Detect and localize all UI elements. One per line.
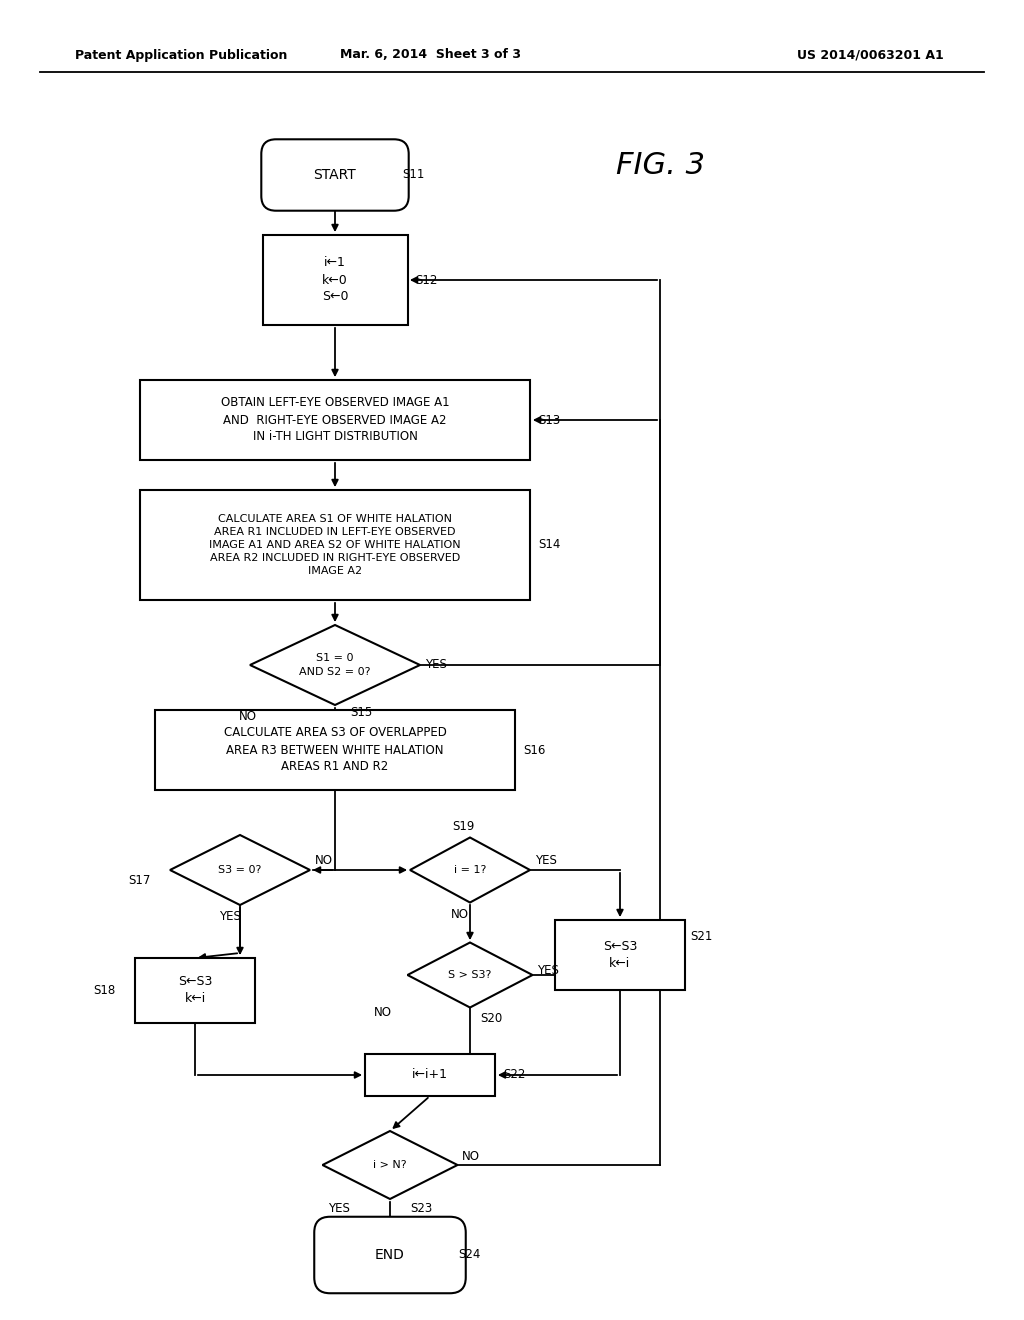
Text: i←1
k←0
S←0: i←1 k←0 S←0 (322, 256, 348, 304)
Text: US 2014/0063201 A1: US 2014/0063201 A1 (797, 49, 943, 62)
Text: S18: S18 (93, 983, 116, 997)
Bar (555, 920, 685, 990)
Text: END: END (375, 1247, 404, 1262)
Text: S22: S22 (503, 1068, 525, 1081)
Polygon shape (323, 1131, 458, 1199)
Text: NO: NO (315, 854, 333, 866)
Bar (140, 490, 530, 601)
Text: S23: S23 (410, 1203, 432, 1216)
FancyBboxPatch shape (314, 1217, 466, 1294)
Polygon shape (410, 837, 530, 903)
Bar (155, 710, 515, 789)
Text: CALCULATE AREA S1 OF WHITE HALATION
AREA R1 INCLUDED IN LEFT-EYE OBSERVED
IMAGE : CALCULATE AREA S1 OF WHITE HALATION AREA… (209, 513, 461, 577)
Text: YES: YES (328, 1203, 350, 1216)
Text: NO: NO (462, 1151, 480, 1163)
Text: CALCULATE AREA S3 OF OVERLAPPED
AREA R3 BETWEEN WHITE HALATION
AREAS R1 AND R2: CALCULATE AREA S3 OF OVERLAPPED AREA R3 … (223, 726, 446, 774)
Text: S3 = 0?: S3 = 0? (218, 865, 262, 875)
Polygon shape (408, 942, 532, 1007)
Text: YES: YES (219, 911, 241, 924)
Text: S←S3
k←i: S←S3 k←i (603, 940, 637, 970)
Polygon shape (250, 624, 420, 705)
Text: S21: S21 (690, 931, 713, 944)
Text: NO: NO (374, 1006, 392, 1019)
Text: NO: NO (239, 710, 257, 723)
Text: S19: S19 (452, 820, 474, 833)
Text: S16: S16 (523, 743, 546, 756)
Text: YES: YES (535, 854, 557, 866)
Text: S1 = 0
AND S2 = 0?: S1 = 0 AND S2 = 0? (299, 653, 371, 677)
Bar (135, 957, 255, 1023)
Text: S12: S12 (415, 273, 437, 286)
Text: S13: S13 (538, 413, 560, 426)
Text: START: START (313, 168, 356, 182)
Text: OBTAIN LEFT-EYE OBSERVED IMAGE A1
AND  RIGHT-EYE OBSERVED IMAGE A2
IN i-TH LIGHT: OBTAIN LEFT-EYE OBSERVED IMAGE A1 AND RI… (221, 396, 450, 444)
Polygon shape (170, 836, 310, 906)
Text: YES: YES (425, 659, 446, 672)
Text: S > S3?: S > S3? (449, 970, 492, 979)
Text: S20: S20 (480, 1012, 502, 1026)
Text: i = 1?: i = 1? (454, 865, 486, 875)
Text: S14: S14 (538, 539, 560, 552)
Text: NO: NO (451, 908, 469, 920)
FancyBboxPatch shape (261, 140, 409, 211)
Text: S11: S11 (402, 169, 424, 181)
Text: YES: YES (537, 964, 559, 977)
Bar (262, 235, 408, 325)
Text: Patent Application Publication: Patent Application Publication (75, 49, 288, 62)
Text: i > N?: i > N? (373, 1160, 407, 1170)
Bar (140, 380, 530, 459)
Text: S24: S24 (458, 1249, 480, 1262)
Text: S17: S17 (128, 874, 151, 887)
Text: S15: S15 (350, 706, 373, 719)
Text: S←S3
k←i: S←S3 k←i (178, 975, 212, 1005)
Text: i←i+1: i←i+1 (412, 1068, 449, 1081)
Text: Mar. 6, 2014  Sheet 3 of 3: Mar. 6, 2014 Sheet 3 of 3 (340, 49, 520, 62)
Bar (365, 1053, 495, 1096)
Text: FIG. 3: FIG. 3 (615, 150, 705, 180)
